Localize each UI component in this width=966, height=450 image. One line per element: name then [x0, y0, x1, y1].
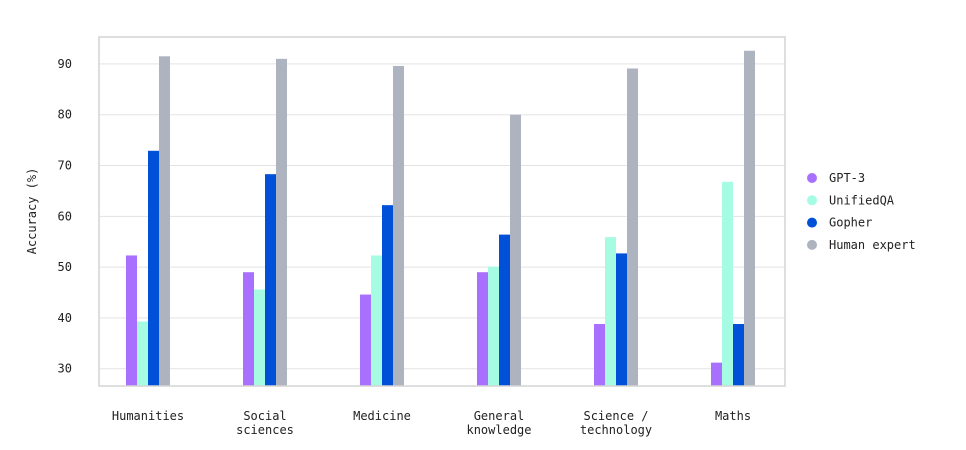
- y-axis-ticks: 30 40 50 60 70 80 90: [58, 57, 72, 376]
- legend-label: Human expert: [829, 238, 916, 252]
- bar-unifiedqa: [605, 237, 616, 386]
- y-tick-label: 70: [58, 159, 72, 173]
- legend: GPT-3 UnifiedQA Gopher Human expert: [807, 171, 916, 252]
- y-tick-label: 50: [58, 260, 72, 274]
- bar-gpt-3: [477, 272, 488, 386]
- bar-unifiedqa: [254, 289, 265, 386]
- plot-frame: [98, 36, 786, 387]
- bars: [126, 50, 755, 387]
- bar-unifiedqa: [722, 181, 733, 386]
- bar-gopher: [265, 174, 276, 386]
- y-tick-label: 80: [58, 108, 72, 122]
- y-tick-label: 90: [58, 57, 72, 71]
- bar-gopher: [499, 234, 510, 386]
- y-tick-label: 40: [58, 311, 72, 325]
- x-tick-label: General knowledge: [466, 409, 531, 437]
- bar-gpt-3: [126, 255, 137, 386]
- bar-human-expert: [393, 65, 404, 386]
- x-tick-label: Humanities: [112, 409, 184, 423]
- x-tick-label: Social sciences: [236, 409, 294, 437]
- bar-unifiedqa: [137, 321, 148, 386]
- bar-human-expert: [744, 50, 755, 386]
- bar-human-expert: [159, 56, 170, 386]
- bar-unifiedqa: [488, 266, 499, 386]
- bar-gopher: [733, 324, 744, 386]
- bar-human-expert: [510, 114, 521, 387]
- x-axis-ticks: Humanities Social sciences Medicine General k…: [112, 409, 751, 437]
- bar-unifiedqa: [371, 255, 382, 386]
- legend-swatch: [807, 239, 817, 250]
- bar-human-expert: [276, 58, 287, 387]
- x-tick-label: Maths: [715, 409, 751, 423]
- gridlines: [99, 63, 785, 370]
- legend-swatch: [807, 173, 817, 183]
- legend-swatch: [807, 195, 817, 206]
- bar-human-expert: [627, 68, 638, 386]
- bar-gpt-3: [594, 324, 605, 386]
- legend-label: Gopher: [829, 216, 872, 230]
- legend-label: UnifiedQA: [829, 193, 895, 207]
- legend-label: GPT-3: [829, 171, 865, 185]
- bar-gopher: [616, 253, 627, 386]
- bar-gopher: [382, 205, 393, 386]
- bar-gopher: [148, 150, 159, 386]
- x-tick-label: Science / technology: [580, 409, 652, 437]
- y-tick-label: 60: [58, 209, 72, 223]
- bar-gpt-3: [711, 362, 722, 386]
- legend-swatch: [807, 217, 817, 228]
- bar-gpt-3: [360, 294, 371, 386]
- x-tick-label: Medicine: [353, 409, 411, 423]
- bar-gpt-3: [243, 272, 254, 386]
- y-tick-label: 30: [58, 362, 72, 376]
- y-axis-label: Accuracy (%): [25, 168, 39, 255]
